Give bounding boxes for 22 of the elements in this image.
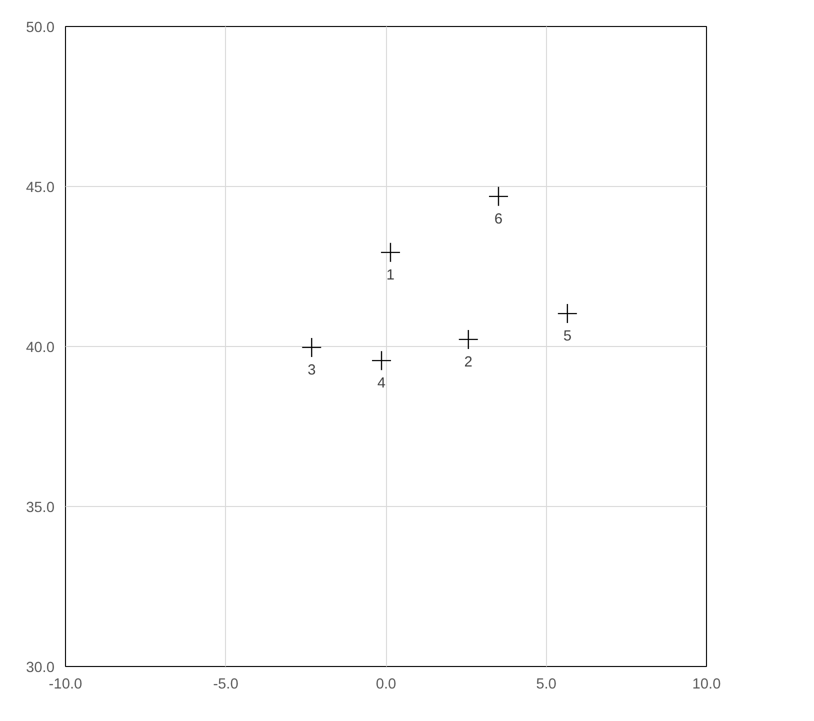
- y-tick-label: 40.0: [26, 340, 55, 356]
- annotation: 1: [386, 267, 395, 284]
- point: [302, 337, 322, 358]
- x-tick-label: 0.0: [376, 676, 396, 692]
- x-tick-label: 10.0: [692, 676, 721, 692]
- point: [458, 329, 478, 350]
- x-tick-label: -10.0: [48, 676, 82, 692]
- annotation: 6: [494, 211, 503, 228]
- point: [380, 242, 401, 263]
- annotation: 4: [377, 376, 386, 392]
- y-tick-label: 50.0: [26, 20, 55, 36]
- x-tick-label: 5.0: [536, 676, 556, 692]
- y-tick-label: 30.0: [26, 660, 55, 676]
- point: [557, 303, 578, 324]
- point: [371, 350, 392, 371]
- y-tick-label: 35.0: [26, 500, 55, 516]
- point: [488, 186, 509, 207]
- annotation: 2: [464, 354, 472, 370]
- annotation: 5: [563, 328, 572, 345]
- annotation: 3: [308, 362, 316, 378]
- x-tick-label: -5.0: [213, 676, 238, 692]
- y-tick-label: 45.0: [26, 180, 55, 196]
